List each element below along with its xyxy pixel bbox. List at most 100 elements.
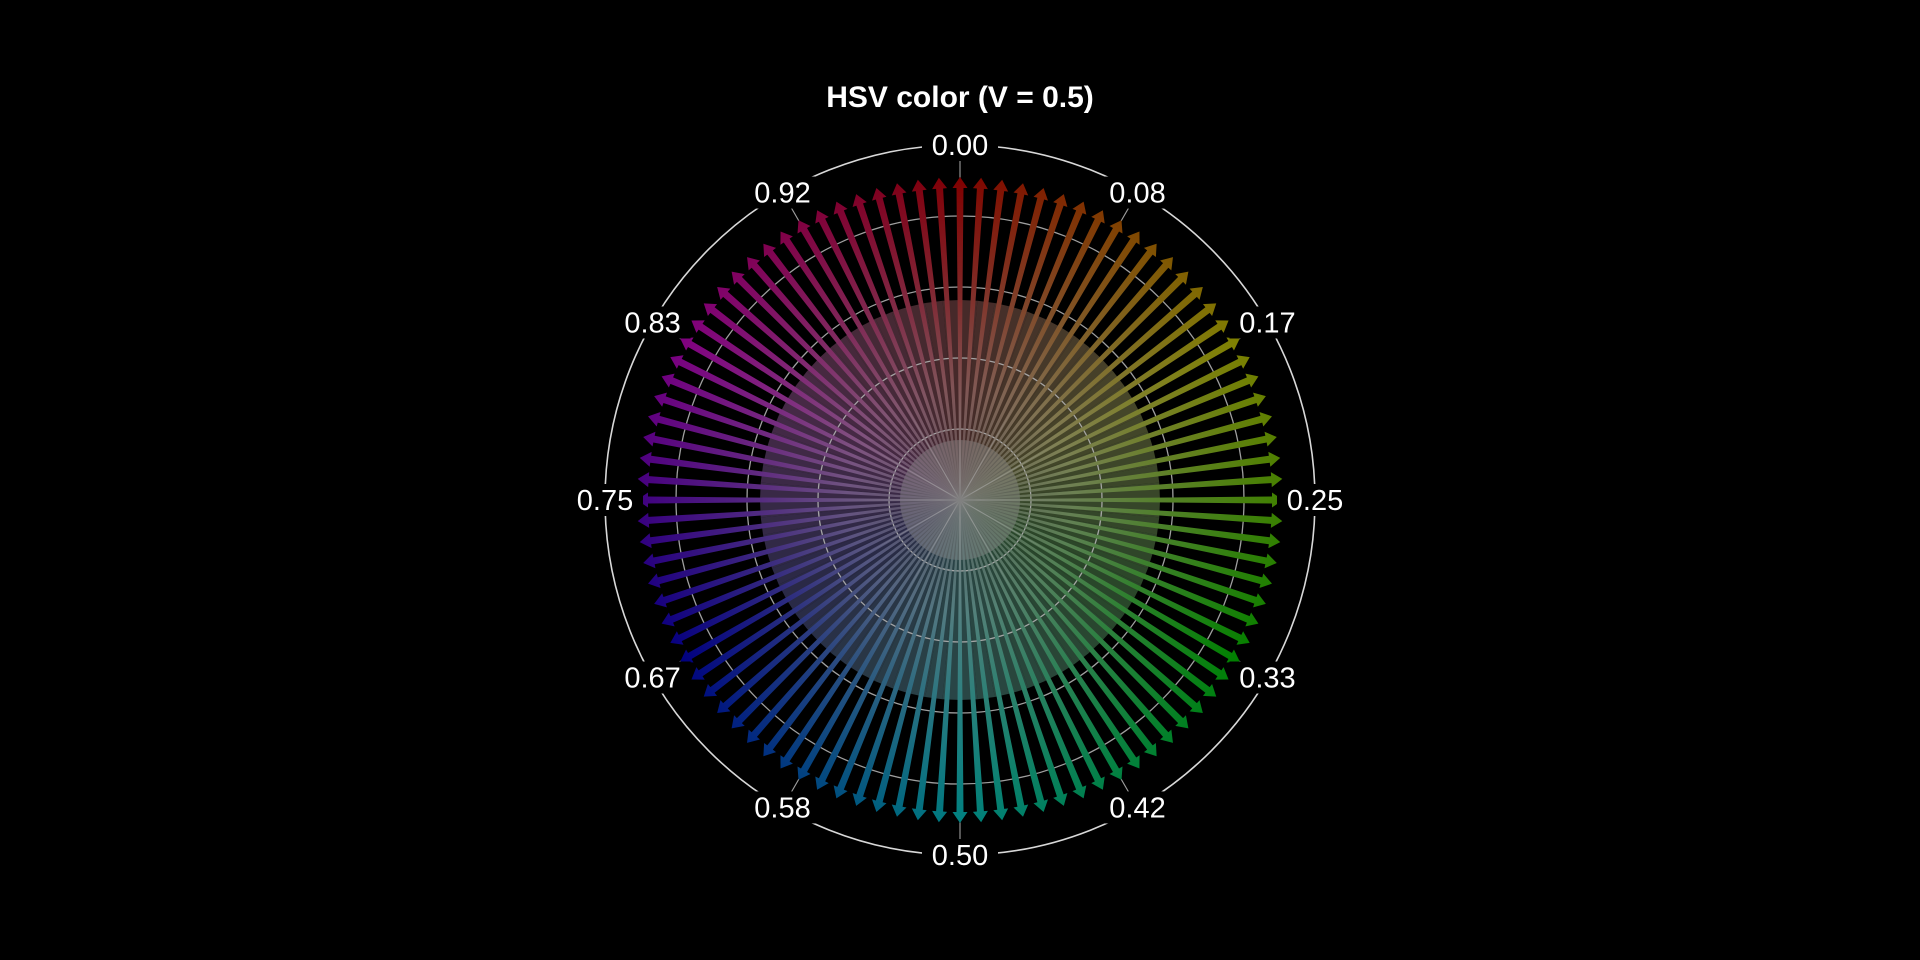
hue-arrow (670, 499, 961, 645)
angular-tick-label: 0.33 (1239, 663, 1295, 695)
hue-arrow (959, 499, 1272, 588)
tick-label-backdrop (1229, 306, 1306, 339)
hue-arrow (637, 492, 960, 508)
hue-arrow (872, 499, 961, 812)
hue-arrow (959, 179, 1009, 501)
hue-arrow (691, 320, 961, 501)
hue-arrow (959, 431, 1277, 501)
chart-title: HSV color (V = 0.5) (826, 81, 1094, 114)
hue-arrow (654, 499, 961, 608)
hue-arrow (680, 337, 961, 501)
hue-arrow (959, 499, 1123, 780)
hue-arrow (960, 492, 1283, 508)
hue-arrow (959, 499, 1087, 799)
tick-label-backdrop (1277, 484, 1353, 516)
hue-arrow (959, 472, 1283, 501)
hue-arrow (833, 499, 961, 799)
hue-arrow (852, 499, 961, 806)
hue-arrow (780, 499, 961, 769)
hue-arrow (648, 412, 961, 501)
hue-arrow (959, 499, 1217, 697)
hue-arrow (763, 499, 961, 757)
hue-arrow (670, 355, 961, 501)
hue-arrow (891, 183, 961, 501)
hue-arrow (959, 499, 1277, 569)
hue-arrow (959, 373, 1259, 501)
hue-arrow (959, 451, 1281, 501)
angular-tick-label: 0.00 (932, 130, 988, 162)
hue-arrow (852, 194, 961, 501)
tick-label-backdrop (922, 839, 998, 871)
hue-arrow (731, 271, 961, 501)
tick-label-backdrop (614, 661, 691, 694)
hue-arrow (691, 499, 961, 680)
hue-arrow (747, 257, 961, 501)
hue-arrow (959, 499, 988, 823)
hue-arrow (959, 499, 1009, 821)
hue-arrow (717, 287, 961, 501)
hue-arrow (959, 499, 1029, 817)
hue-arrow (637, 499, 961, 528)
angular-tick-label: 0.50 (932, 840, 988, 872)
hue-arrow (797, 220, 961, 501)
hue-arrow (747, 499, 961, 743)
hue-arrow (872, 188, 961, 501)
hue-arrow (643, 431, 961, 501)
hue-arrow (959, 231, 1140, 501)
hue-arrow (731, 499, 961, 729)
hue-arrow (648, 499, 961, 588)
hue-arrow (815, 499, 961, 790)
hue-arrow (959, 257, 1173, 501)
hue-arrow (959, 320, 1229, 501)
hue-arrow (959, 177, 988, 501)
hue-arrow (932, 499, 961, 823)
hue-arrow (891, 499, 961, 817)
angular-tick-label: 0.92 (754, 178, 810, 210)
tick-label-backdrop (1099, 791, 1176, 824)
hue-arrow (959, 355, 1250, 501)
arrow-field (637, 177, 1283, 823)
hue-arrow (763, 243, 961, 501)
hue-arrow (959, 201, 1087, 501)
angular-tick-label: 0.75 (577, 485, 633, 517)
hue-arrow (717, 499, 961, 713)
tick-label-backdrop (744, 176, 821, 209)
hue-arrow (959, 499, 1283, 528)
hue-arrow (959, 499, 1068, 806)
hue-arrow (780, 231, 961, 501)
hue-arrow (637, 472, 961, 501)
hue-arrow (661, 499, 961, 627)
hue-arrow (959, 499, 1266, 608)
angular-tick-label: 0.25 (1287, 485, 1343, 517)
hue-arrow (639, 451, 961, 501)
hue-arrow (959, 287, 1203, 501)
hue-arrow (833, 201, 961, 501)
hue-arrow (680, 499, 961, 663)
hue-arrow (959, 210, 1105, 501)
hue-arrow (959, 499, 1157, 757)
hue-arrow (952, 500, 968, 823)
hue-arrow (959, 499, 1250, 645)
hue-arrow (959, 499, 1240, 663)
angular-tick-label: 0.58 (754, 792, 810, 824)
hue-arrow (959, 243, 1157, 501)
hue-arrow (815, 210, 961, 501)
hue-arrow (959, 499, 1173, 743)
hue-arrow (959, 499, 1048, 812)
hue-arrow (959, 499, 1281, 549)
angular-tick-label: 0.83 (624, 308, 680, 340)
hue-arrow (959, 183, 1029, 501)
tick-label-backdrop (1229, 661, 1306, 694)
hue-arrow (661, 373, 961, 501)
hue-arrow (959, 499, 1229, 680)
tick-label-backdrop (922, 129, 998, 161)
angular-tick-label: 0.08 (1109, 178, 1165, 210)
hue-arrow (959, 499, 1203, 713)
hue-arrow (643, 499, 961, 569)
hue-arrow (959, 337, 1240, 501)
hue-arrow (959, 303, 1217, 501)
hue-arrow (959, 412, 1272, 501)
angular-tick-label: 0.67 (624, 663, 680, 695)
hue-arrow (959, 188, 1048, 501)
hue-arrow (959, 392, 1266, 501)
